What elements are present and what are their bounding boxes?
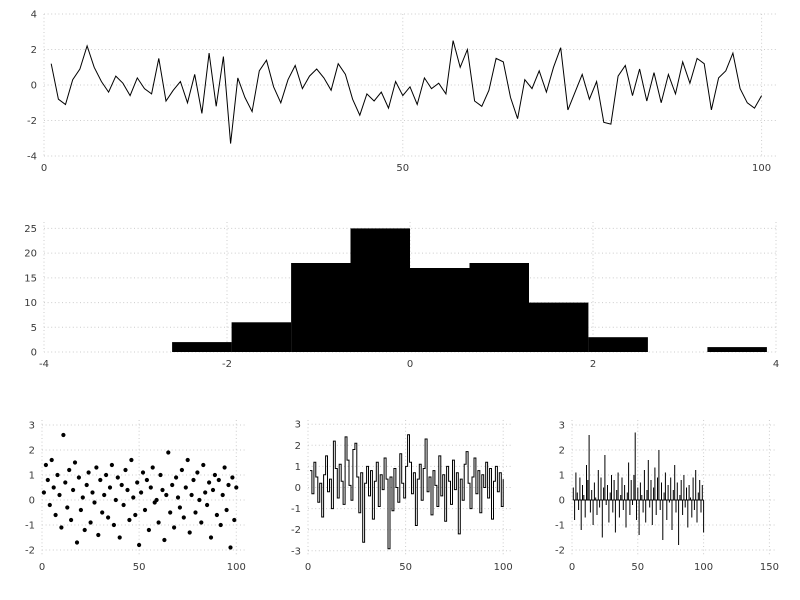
svg-text:-2: -2 (222, 359, 232, 370)
svg-text:25: 25 (24, 224, 37, 235)
svg-text:2: 2 (590, 359, 596, 370)
histogram-chart: -4 -2 0 2 4 0 5 10 15 20 25 (0, 192, 800, 380)
svg-text:5: 5 (31, 323, 37, 334)
svg-text:0: 0 (559, 496, 565, 507)
svg-text:-1: -1 (291, 504, 301, 515)
line-chart: 0 50 100 -4 -2 0 2 4 (0, 0, 800, 182)
svg-text:50: 50 (631, 562, 644, 573)
svg-text:2: 2 (295, 441, 301, 452)
svg-text:-4: -4 (27, 152, 37, 163)
svg-text:0: 0 (295, 483, 301, 494)
svg-text:50: 50 (133, 562, 146, 573)
svg-text:-1: -1 (555, 521, 565, 532)
svg-text:0: 0 (41, 163, 47, 174)
svg-text:-2: -2 (25, 546, 35, 557)
svg-text:0: 0 (569, 562, 575, 573)
svg-text:20: 20 (24, 249, 37, 260)
svg-text:2: 2 (559, 446, 565, 457)
svg-text:-3: -3 (291, 546, 301, 557)
svg-text:2: 2 (29, 446, 35, 457)
stem-chart: 0 50 100 150 -2 -1 0 1 2 3 (533, 402, 800, 587)
svg-text:1: 1 (29, 471, 35, 482)
svg-text:4: 4 (773, 359, 779, 370)
svg-text:0: 0 (31, 81, 37, 92)
svg-text:100: 100 (694, 562, 713, 573)
svg-text:-4: -4 (39, 359, 49, 370)
scatter-chart: 0 50 100 -2 -1 0 1 2 3 (0, 402, 266, 587)
svg-text:-2: -2 (291, 525, 301, 536)
svg-text:0: 0 (39, 562, 45, 573)
svg-text:0: 0 (29, 496, 35, 507)
svg-text:4: 4 (31, 10, 37, 21)
step-chart: 0 50 100 -3 -2 -1 0 1 2 3 (266, 402, 533, 587)
svg-text:-2: -2 (555, 546, 565, 557)
svg-text:0: 0 (305, 562, 311, 573)
svg-text:2: 2 (31, 45, 37, 56)
svg-text:-1: -1 (25, 521, 35, 532)
svg-text:0: 0 (407, 359, 413, 370)
svg-text:10: 10 (24, 298, 37, 309)
svg-text:100: 100 (494, 562, 513, 573)
svg-text:50: 50 (396, 163, 409, 174)
svg-text:150: 150 (760, 562, 779, 573)
svg-text:50: 50 (399, 562, 412, 573)
svg-text:1: 1 (559, 471, 565, 482)
svg-text:3: 3 (295, 420, 301, 431)
svg-text:15: 15 (24, 273, 37, 284)
svg-text:3: 3 (29, 421, 35, 432)
svg-text:3: 3 (559, 421, 565, 432)
svg-text:-2: -2 (27, 116, 37, 127)
svg-text:100: 100 (752, 163, 771, 174)
svg-text:100: 100 (227, 562, 246, 573)
svg-text:0: 0 (31, 348, 37, 359)
svg-text:1: 1 (295, 462, 301, 473)
